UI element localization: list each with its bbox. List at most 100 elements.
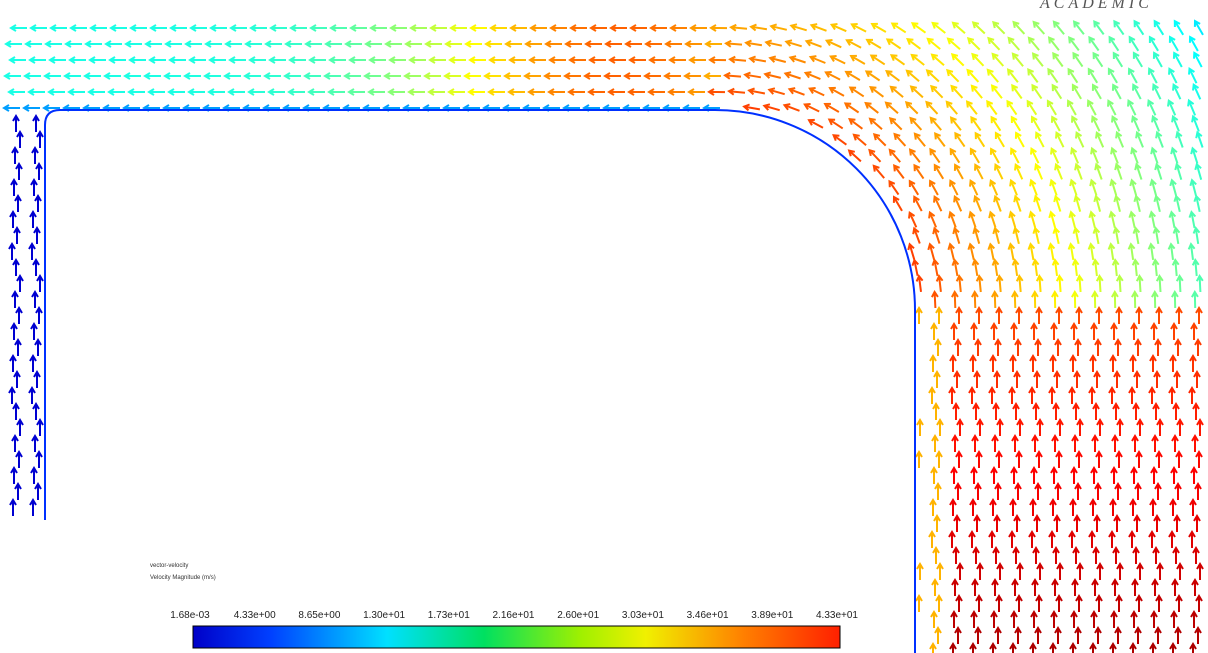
vector-arrow — [1090, 146, 1099, 164]
vector-arrow — [1088, 386, 1096, 404]
colorbar-label: 3.03e+01 — [622, 610, 664, 621]
vector-arrow — [12, 114, 20, 132]
vector-arrow — [1026, 99, 1038, 116]
vector-arrow — [9, 210, 17, 228]
vector-arrow — [950, 610, 958, 628]
vector-arrow — [34, 482, 42, 500]
vector-arrow — [1150, 322, 1158, 340]
vector-arrow — [965, 100, 978, 115]
vector-arrow — [1175, 450, 1183, 468]
vector-arrow — [989, 178, 999, 196]
vector-arrow — [951, 258, 960, 277]
vector-arrow — [1034, 482, 1042, 500]
vector-arrow — [1188, 210, 1197, 229]
vector-arrow — [1011, 52, 1024, 67]
vector-arrow — [948, 386, 956, 404]
vector-arrow — [1031, 578, 1039, 596]
vector-arrow — [389, 24, 407, 32]
vector-arrow — [936, 562, 944, 580]
vector-arrow — [15, 306, 23, 324]
vector-arrow — [1131, 114, 1141, 132]
vector-arrow — [1149, 498, 1157, 516]
vector-arrow — [1047, 67, 1059, 84]
vector-arrow — [916, 418, 924, 436]
vector-arrow — [1196, 418, 1204, 436]
vector-arrow — [1054, 162, 1063, 180]
colorbar-label: 3.89e+01 — [751, 610, 793, 621]
vector-arrow — [1150, 146, 1159, 164]
vector-arrow — [951, 21, 966, 34]
vector-arrow — [1050, 610, 1058, 628]
vector-arrow — [1014, 338, 1022, 356]
vector-arrow — [1055, 306, 1063, 324]
vector-arrow — [1030, 466, 1038, 484]
vector-arrow — [988, 386, 996, 404]
vector-arrow — [1135, 594, 1143, 612]
vector-arrow — [1195, 130, 1204, 148]
vector-arrow — [3, 72, 21, 80]
vector-arrow — [1030, 115, 1041, 132]
vector-field — [2, 19, 1204, 653]
vector-arrow — [890, 22, 907, 34]
vector-arrow — [1188, 386, 1196, 404]
vector-arrow — [1008, 210, 1017, 228]
vector-arrow — [1028, 530, 1036, 548]
vector-arrow — [929, 642, 937, 653]
vector-arrow — [1090, 610, 1098, 628]
vector-arrow — [912, 226, 921, 244]
vector-arrow — [845, 39, 862, 49]
vector-arrow — [244, 40, 262, 48]
vector-arrow — [503, 72, 521, 80]
vector-arrow — [1052, 226, 1061, 245]
vector-arrow — [323, 72, 341, 80]
vector-arrow — [483, 72, 501, 80]
vector-arrow — [1073, 194, 1082, 212]
vector-arrow — [1175, 594, 1183, 612]
vector-arrow — [915, 594, 923, 612]
vector-arrow — [1093, 194, 1102, 212]
vector-arrow — [10, 178, 18, 196]
vector-arrow — [448, 56, 466, 64]
vector-arrow — [945, 100, 958, 115]
vector-arrow — [916, 562, 924, 580]
vector-arrow — [488, 56, 506, 64]
vector-arrow — [184, 40, 202, 48]
vector-arrow — [1088, 35, 1100, 52]
vector-arrow — [1012, 546, 1020, 564]
vector-arrow — [203, 72, 221, 80]
vector-arrow — [932, 226, 941, 244]
vector-arrow — [14, 338, 22, 356]
vector-arrow — [1168, 210, 1177, 228]
vector-arrow — [29, 24, 47, 32]
vector-arrow — [523, 72, 541, 80]
vector-arrow — [929, 147, 941, 164]
vector-arrow — [269, 24, 287, 32]
vector-arrow — [1170, 322, 1178, 340]
vector-arrow — [990, 466, 998, 484]
vector-arrow — [1191, 114, 1200, 132]
vector-arrow — [1108, 35, 1120, 52]
vector-arrow — [1174, 482, 1182, 500]
vector-arrow — [1173, 514, 1181, 532]
vector-arrow — [67, 88, 85, 96]
vector-arrow — [1189, 354, 1197, 372]
vector-arrow — [850, 23, 867, 33]
vector-arrow — [1090, 466, 1098, 484]
vector-arrow — [629, 24, 647, 32]
vector-arrow — [304, 40, 322, 48]
vector-arrow — [1134, 482, 1142, 500]
vector-arrow — [603, 72, 621, 80]
vector-arrow — [1028, 210, 1037, 228]
vector-arrow — [1108, 386, 1116, 404]
watermark: ACADEMIC — [1039, 0, 1153, 12]
vector-arrow — [1135, 450, 1143, 468]
vector-arrow — [30, 322, 38, 340]
vector-arrow — [308, 56, 326, 64]
vector-arrow — [933, 514, 941, 532]
vector-arrow — [1035, 450, 1043, 468]
vector-arrow — [991, 52, 1005, 67]
vector-arrow — [167, 88, 185, 96]
vector-arrow — [1189, 178, 1197, 197]
vector-arrow — [744, 39, 763, 48]
vector-arrow — [1090, 322, 1098, 340]
